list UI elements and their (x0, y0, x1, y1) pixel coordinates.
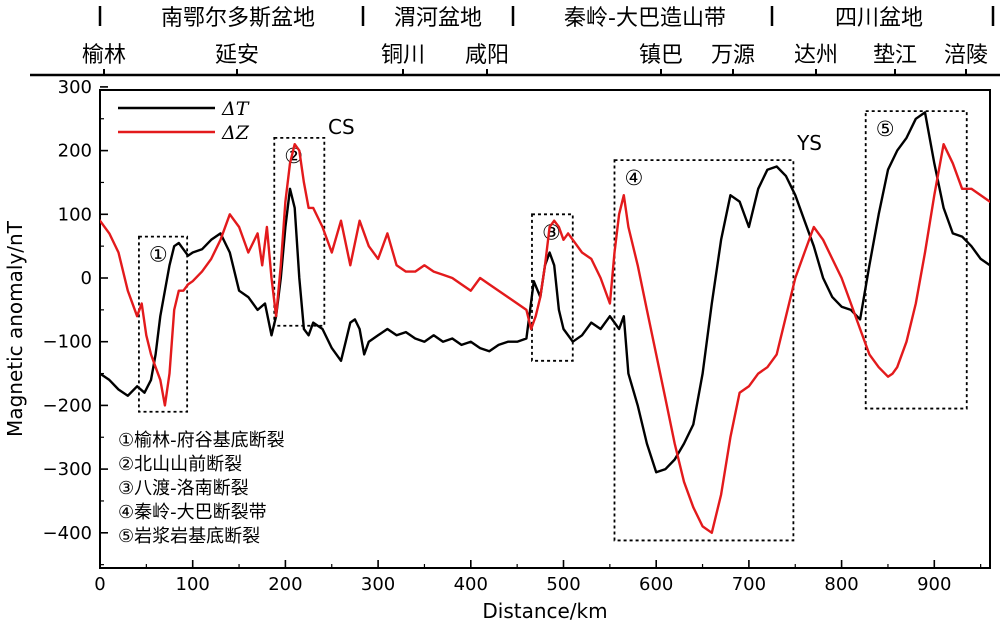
series-lines (100, 111, 990, 534)
x-tick-label: 700 (732, 574, 766, 595)
fault-legend-item: ①榆林-府谷基底断裂 (118, 430, 285, 451)
place-label: 垫江 (873, 43, 917, 68)
y-tick-label: −400 (43, 523, 92, 544)
region-label: 四川盆地 (835, 6, 923, 31)
fault-legend-item: ③八渡-洛南断裂 (118, 478, 249, 499)
place-label: 铜川 (381, 43, 425, 68)
place-label: 咸阳 (465, 43, 509, 68)
legend-label-delta-t: ΔT (221, 98, 250, 120)
x-tick-label: 0 (94, 574, 105, 595)
x-tick-label: 300 (361, 574, 395, 595)
axis-ticks: 0 100 200 300 400 500 600 700 800 900 300 200 100 0 −1… (43, 77, 982, 595)
y-tick-label: 100 (58, 204, 92, 225)
fault-legend-item: ④秦岭-大巴断裂带 (118, 502, 267, 523)
fault-box-label: ① (149, 243, 168, 267)
legend: ΔT ΔZ (118, 98, 250, 144)
series-delta-t (100, 111, 990, 474)
fault-legend-item: ②北山山前断裂 (118, 454, 242, 475)
y-tick-label: 0 (81, 268, 92, 289)
x-tick-label: 800 (824, 574, 858, 595)
x-tick-label: 900 (917, 574, 951, 595)
fault-box-label: ④ (624, 166, 643, 190)
region-label: 南鄂尔多斯盆地 (161, 6, 315, 31)
region-label: 秦岭-大巴造山带 (564, 6, 726, 31)
x-tick-label: 600 (639, 574, 673, 595)
annotations: CS YS (328, 115, 822, 155)
region-label: 渭河盆地 (394, 6, 482, 31)
place-label: 万源 (711, 43, 755, 68)
series-delta-z (100, 142, 990, 534)
y-tick-label: 200 (58, 141, 92, 162)
y-axis-label: Magnetic anomaly/nT (3, 220, 27, 437)
place-label: 榆林 (82, 43, 126, 68)
y-tick-label: 300 (58, 77, 92, 98)
fault-box (613, 159, 795, 542)
fault-legend: ①榆林-府谷基底断裂 ②北山山前断裂 ③八渡-洛南断裂 ④秦岭-大巴断裂带 ⑤岩浆岩基底… (118, 430, 285, 547)
y-tick-label: −300 (43, 459, 92, 480)
fault-box-label: ⑤ (876, 117, 895, 141)
place-label: 涪陵 (944, 43, 988, 68)
fault-legend-item: ⑤岩浆岩基底断裂 (118, 526, 260, 547)
fault-box (138, 235, 189, 413)
y-tick-label: −100 (43, 332, 92, 353)
annotation-label: CS (328, 115, 355, 139)
y-tick-label: −200 (43, 395, 92, 416)
place-label: 延安 (215, 43, 259, 68)
annotation-label: YS (796, 131, 822, 155)
x-axis-label: Distance/km (482, 599, 607, 623)
legend-label-delta-z: ΔZ (221, 122, 250, 144)
x-tick-label: 500 (546, 574, 580, 595)
x-tick-label: 400 (454, 574, 488, 595)
x-tick-label: 100 (176, 574, 210, 595)
place-label: 达州 (794, 43, 838, 68)
place-label: 镇巴 (639, 43, 683, 68)
fault-box-label: ③ (542, 220, 561, 244)
x-tick-label: 200 (268, 574, 302, 595)
plot-frame (99, 89, 991, 569)
fault-box (864, 110, 968, 410)
